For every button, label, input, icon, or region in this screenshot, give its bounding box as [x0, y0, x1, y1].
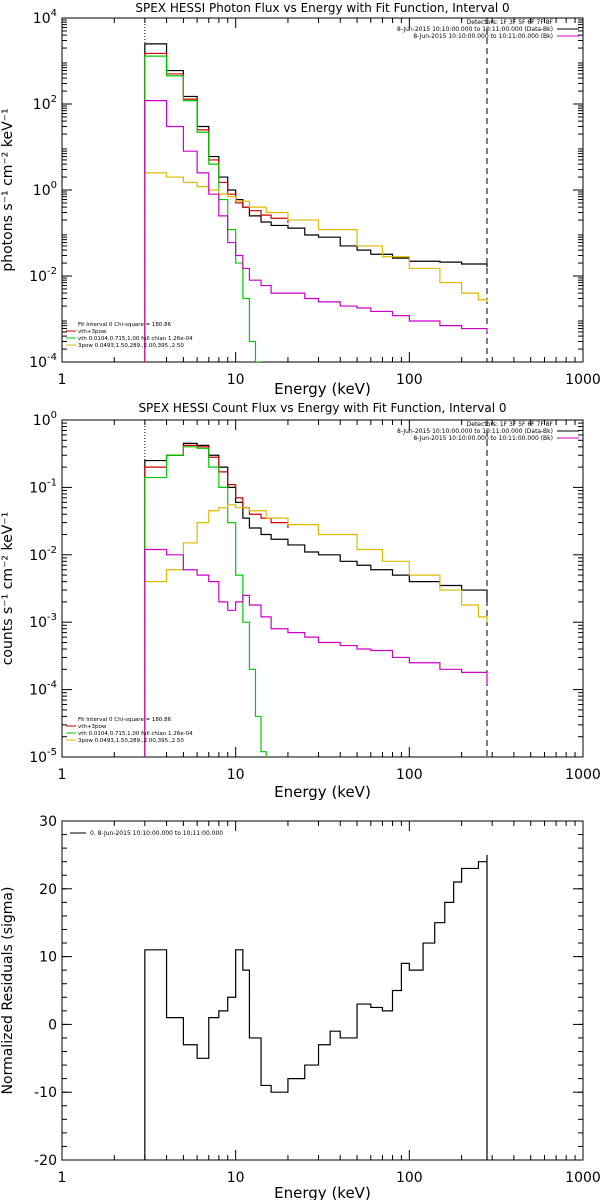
- series-line: [144, 55, 262, 362]
- series-line: [144, 99, 488, 362]
- y-tick-label: 10-3: [29, 612, 57, 631]
- y-tick-exponent: 0: [51, 410, 57, 421]
- legend-bottom-entry: vth 0.0104,0.715,1.00 full chian 1.26e-0…: [78, 336, 193, 342]
- x-tick-label: 1: [58, 767, 67, 783]
- legend-bottom-entry: vth+3pow: [78, 724, 107, 730]
- legend-bottom-entry: Fit Interval 0 Chi-square = 180.86: [78, 322, 172, 328]
- legend-bottom-entry: vth 0.0104,0.715,1.00 full chian 1.26e-0…: [78, 731, 193, 737]
- y-tick-label: -10: [34, 1085, 57, 1101]
- series-line: [144, 442, 488, 757]
- y-tick-exponent: 4: [51, 8, 57, 19]
- y-tick-label: -20: [34, 1153, 57, 1169]
- series-group: [144, 442, 488, 757]
- y-tick-label: 10-2: [29, 545, 57, 564]
- series-line: [144, 172, 488, 362]
- y-axis-label: Normalized Residuals (sigma): [0, 887, 16, 1095]
- x-tick-label: 10: [227, 1170, 245, 1186]
- y-tick-label: 10-4: [29, 680, 57, 699]
- y-tick-exponent: -5: [47, 747, 57, 758]
- legend-bottom-entry: Fit Interval 0 Chi-square = 180.86: [78, 717, 172, 723]
- x-axis-label: Energy (keV): [274, 1184, 371, 1200]
- y-tick-label: 20: [39, 882, 57, 898]
- residuals-panel: 1 10 100 1000 -20 -10 0 10 20 30 Energy (keV) Norma…: [0, 814, 600, 1200]
- y-tick-exponent: -3: [47, 612, 57, 623]
- legend-bottom-entry: vth+3pow: [78, 329, 107, 335]
- series-group: [144, 854, 488, 1160]
- y-tick-exponent: -1: [47, 477, 57, 488]
- y-tick-exponent: -2: [47, 266, 57, 277]
- y-tick-exponent: 2: [51, 94, 57, 105]
- x-tick-label: 10: [227, 767, 245, 783]
- plot-frame: [61, 820, 584, 1161]
- x-tick-label: 1: [58, 1170, 67, 1186]
- x-tick-label: 100: [396, 1170, 423, 1186]
- x-tick-label: 10: [227, 372, 245, 388]
- chart-title: SPEX HESSI Photon Flux vs Energy with Fi…: [135, 1, 509, 15]
- series-line: [144, 446, 267, 757]
- y-tick-label: 102: [33, 94, 57, 113]
- series-line: [144, 43, 488, 362]
- x-tick-label: 1000: [565, 1170, 600, 1186]
- y-tick-label: 104: [33, 8, 57, 27]
- legend-top-entry: Detectors: 1F 3F 5F 6F 7F 8F: [467, 421, 554, 428]
- legend-top-entry: 8-Jun-2015 10:10:00.000 to 10:11:00.000 …: [397, 26, 553, 33]
- y-tick-exponent: -4: [47, 352, 57, 363]
- y-axis-label: photons s⁻¹ cm⁻² keV⁻¹: [0, 108, 16, 271]
- x-tick-label: 1000: [565, 372, 600, 388]
- y-tick-label: 10-5: [29, 747, 57, 766]
- y-tick-label: 10: [39, 950, 57, 966]
- x-tick-label: 100: [396, 372, 423, 388]
- series-line: [144, 854, 488, 1160]
- series-group: [144, 43, 488, 362]
- legend-top-entry: 8-Jun-2015 10:10:00.000 to 10:11:00.000 …: [413, 33, 553, 40]
- plot-frame: [61, 419, 584, 758]
- y-tick-exponent: -2: [47, 545, 57, 556]
- y-tick-label: 100: [33, 180, 57, 199]
- x-tick-label: 100: [396, 767, 423, 783]
- y-tick-label: 0: [48, 1017, 57, 1033]
- y-tick-label: 10-1: [29, 477, 57, 496]
- legend-top-entry: 0. 8-Jun-2015 10:10:00.000 to 10:11:00.0…: [90, 830, 223, 837]
- legend-top-entry: 8-Jun-2015 10:10:00.000 to 10:11:00.000 …: [397, 428, 553, 435]
- x-axis-label: Energy (keV): [274, 783, 371, 801]
- legend-bottom-entry: 3pow 0.0493,1.50,289.,2.00,395.,2.50: [78, 343, 184, 349]
- series-line: [144, 548, 488, 757]
- plot-frame: [61, 17, 584, 363]
- chart-title: SPEX HESSI Count Flux vs Energy with Fit…: [138, 401, 506, 415]
- x-tick-label: 1000: [565, 767, 600, 783]
- count-flux-panel: 1 10 100 1000 10-5 10-4 10-3 10-2 10-1 100 SPEX HE…: [0, 401, 600, 801]
- series-line: [144, 444, 289, 757]
- y-axis-label: counts s⁻¹ cm⁻² keV⁻¹: [0, 512, 16, 666]
- x-tick-label: 1: [58, 372, 67, 388]
- series-line: [144, 504, 488, 757]
- y-tick-label: 10-2: [29, 266, 57, 285]
- y-tick-label: 30: [39, 814, 57, 830]
- legend-bottom-entry: 3pow 0.0493,1.50,289.,2.00,395.,2.50: [78, 738, 184, 744]
- y-tick-label: 100: [33, 410, 57, 429]
- x-axis-label: Energy (keV): [274, 380, 371, 398]
- legend-top-entry: 8-Jun-2015 10:10:00.000 to 10:11:00.000 …: [413, 435, 553, 442]
- photon-flux-panel: 1 10 100 1000 10-4 10-2 100 102 104 SPEX HESSI Ph…: [0, 1, 600, 398]
- y-tick-exponent: 0: [51, 180, 57, 191]
- y-tick-label: 10-4: [29, 352, 57, 371]
- y-tick-exponent: -4: [47, 680, 57, 691]
- legend-top-entry: Detectors: 1F 3F 5F 6F 7F 8F: [467, 19, 554, 26]
